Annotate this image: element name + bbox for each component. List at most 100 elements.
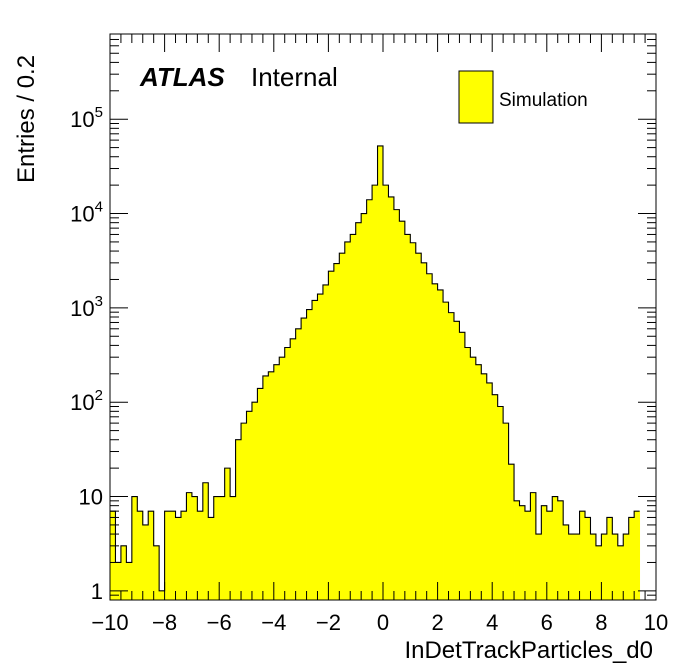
histogram-bin	[459, 332, 466, 600]
x-tick-label: −6	[207, 610, 232, 635]
histogram-bin	[301, 318, 307, 600]
histogram-bin	[437, 289, 444, 600]
histogram-bin	[546, 511, 553, 600]
histogram-bin	[213, 496, 220, 600]
histogram-bin	[475, 364, 482, 600]
histogram-bin	[508, 464, 515, 600]
histogram-bin	[344, 241, 351, 600]
histogram-bin	[595, 545, 602, 600]
histogram-bin	[601, 534, 608, 600]
histogram-bin	[426, 273, 433, 600]
histogram-bin	[355, 222, 362, 600]
y-tick-label: 103	[70, 293, 103, 321]
histogram-bin	[208, 517, 215, 600]
histogram-bin	[333, 263, 340, 600]
histogram-bin	[284, 347, 291, 600]
histogram-bin	[404, 234, 411, 600]
x-tick-label: 2	[431, 610, 443, 635]
histogram-bin	[322, 284, 329, 600]
x-tick-label: 6	[541, 610, 553, 635]
histogram-bin	[186, 492, 193, 600]
histogram-bin	[197, 511, 204, 600]
histogram-bin	[530, 492, 537, 600]
histogram-bin	[164, 511, 171, 600]
histogram-bin	[524, 511, 531, 600]
histogram-bin	[563, 524, 570, 600]
histogram-bin	[535, 534, 542, 600]
histogram-bin	[464, 347, 471, 600]
atlas-label: ATLAS Internal	[139, 62, 338, 92]
histogram-bin	[148, 511, 155, 600]
histogram-bin	[612, 534, 619, 600]
histogram-bin	[137, 511, 144, 600]
x-tick-label: 8	[595, 610, 607, 635]
legend-swatch	[458, 70, 494, 124]
histogram-bin	[541, 505, 548, 600]
histogram-bin	[241, 423, 247, 600]
tick-labels: −10 −8 −6 −4 −2 0 2 4 6 8 10 1 10 102 103 104 105	[70, 104, 668, 635]
histogram-bin	[568, 534, 575, 600]
histogram-bin	[377, 145, 384, 600]
histogram-bin	[126, 562, 133, 600]
histogram-bin	[623, 534, 630, 600]
x-tick-label: −4	[261, 610, 286, 635]
x-axis-title: InDetTrackParticles_d0	[404, 637, 653, 664]
histogram-bin	[312, 300, 318, 600]
x-tick-label: −8	[152, 610, 177, 635]
histogram-bin	[230, 496, 236, 600]
histogram-bin	[235, 439, 242, 600]
legend-label: Simulation	[499, 90, 588, 111]
histogram-bin	[574, 534, 580, 600]
histogram-bin	[432, 283, 438, 600]
histogram-bin	[328, 271, 335, 600]
y-tick-label: 105	[70, 104, 103, 132]
histogram-bin	[251, 402, 258, 600]
axis-ticks	[109, 33, 657, 601]
histogram-bin	[202, 482, 209, 600]
histogram-bin	[448, 312, 455, 600]
histogram-bin	[246, 411, 253, 600]
histogram-bin	[492, 394, 499, 600]
histogram-bin	[519, 505, 526, 600]
histogram-bin	[443, 302, 449, 600]
y-tick-label: 104	[70, 199, 103, 227]
histogram-bin	[361, 213, 368, 600]
histogram-bin	[290, 338, 297, 600]
y-tick-label: 10	[79, 485, 103, 510]
histogram-bin	[628, 517, 635, 600]
y-tick-label: 1	[91, 579, 103, 604]
histogram-bin	[257, 388, 264, 600]
histogram-bin	[142, 524, 149, 600]
histogram-bin	[279, 357, 286, 600]
histogram-bin	[120, 545, 127, 600]
histogram-bin	[224, 468, 231, 600]
histogram-bin	[372, 185, 378, 600]
histogram-outline	[110, 145, 640, 592]
histogram-bin	[399, 221, 406, 601]
histogram-bin	[497, 406, 504, 600]
histogram-bin	[606, 517, 613, 600]
x-tick-label: −10	[91, 610, 128, 635]
histogram-bin	[110, 511, 116, 600]
histogram-bin	[617, 545, 624, 600]
histogram-bin	[481, 373, 488, 600]
y-axis-title: Entries / 0.2	[13, 55, 40, 183]
histogram-bin	[410, 242, 417, 600]
y-tick-label: 102	[70, 387, 103, 415]
histogram-bin	[175, 517, 182, 600]
histogram-bin	[131, 496, 138, 600]
histogram-bin	[579, 511, 586, 600]
histogram-bin	[383, 185, 389, 600]
histogram-bin	[180, 511, 187, 600]
histogram-bin	[170, 511, 176, 600]
histogram-bin	[421, 262, 428, 600]
histogram-bin	[339, 253, 346, 601]
histogram-bin	[268, 371, 275, 600]
histogram-bin	[486, 382, 493, 600]
histogram-bin	[470, 357, 477, 600]
histogram-bin	[514, 500, 520, 600]
histogram-bin	[393, 209, 400, 600]
x-tick-label: 0	[377, 610, 389, 635]
atlas-label-experiment: ATLAS	[139, 62, 225, 92]
